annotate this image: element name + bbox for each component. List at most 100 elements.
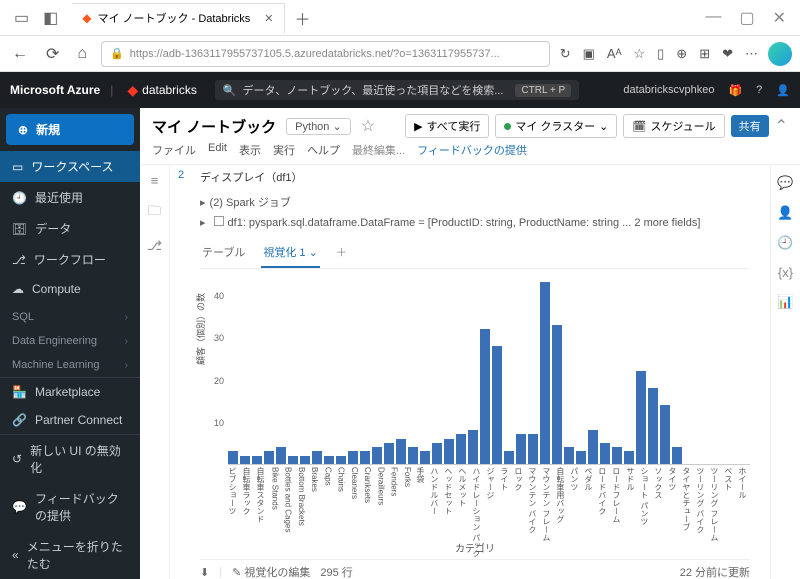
sidebar-item-workflow[interactable]: ⎇ワークフロー [0,244,140,275]
dataframe-row[interactable]: ▸df1: pyspark.sql.dataframe.DataFrame = … [200,213,750,232]
schedule-button[interactable]: 🗓 スケジュール [623,114,724,138]
bar[interactable] [624,451,634,464]
sidebar-item-marketplace[interactable]: 🏪Marketplace [0,378,140,406]
bar[interactable] [492,346,502,464]
bar[interactable] [576,451,586,464]
sidebar-item-compute[interactable]: ☁Compute [0,275,140,303]
bar[interactable] [276,447,286,464]
bar[interactable] [552,325,562,464]
browser-tab[interactable]: ◆ マイ ノートブック - Databricks ✕ [72,3,284,33]
sidebar-collapse[interactable]: «メニューを折りたたむ [0,531,140,579]
workspace-name[interactable]: databrickscvphkeo [623,84,714,96]
bar[interactable] [252,456,262,464]
maximize-icon[interactable]: ▢ [739,8,754,28]
ext-icon[interactable]: ⊞ [699,46,710,62]
bar[interactable] [504,451,514,464]
menu-edit[interactable]: Edit [208,142,227,158]
sidebar-disable-ui[interactable]: ↺新しい UI の無効化 [0,435,140,483]
favorite-icon[interactable]: ☆ [361,116,375,136]
add-tab-button[interactable]: ＋ [334,238,349,268]
bar[interactable] [348,451,358,464]
sidebar-item-ml[interactable]: Machine Learning› [0,351,140,375]
bar[interactable] [636,371,646,464]
global-search[interactable]: 🔍 データ、ノートブック、最近使った項目などを検索... CTRL + P [215,80,579,100]
branch-icon[interactable]: ⎇ [147,238,162,254]
gift-icon[interactable]: 🎁 [728,84,742,97]
expand-icon[interactable]: ⌃ [775,116,788,136]
sidebar-feedback[interactable]: 💬フィードバックの提供 [0,483,140,531]
sidebar-item-sql[interactable]: SQL› [0,303,140,327]
menu-view[interactable]: 表示 [239,142,261,158]
address-bar[interactable]: 🔒 https://adb-1363117955737105.5.azureda… [101,41,550,67]
menu-file[interactable]: ファイル [152,142,196,158]
new-tab-button[interactable]: ＋ [285,6,321,30]
close-window-icon[interactable]: ✕ [773,8,786,28]
new-button[interactable]: ⊕新規 [6,114,134,145]
back-button[interactable]: ← [8,43,32,65]
edit-viz-button[interactable]: ✎ 視覚化の編集 [232,564,310,579]
bar[interactable] [600,443,610,464]
refresh-button[interactable]: ⟳ [42,42,63,66]
minimize-icon[interactable]: — [705,8,721,28]
bar[interactable] [540,282,550,464]
tab-group-icon[interactable]: ▭ [14,8,29,28]
bar[interactable] [384,443,394,464]
bar[interactable] [468,430,478,464]
collection-icon[interactable]: ⊕ [676,46,687,62]
cluster-selector[interactable]: マイ クラスター ⌄ [495,114,617,138]
download-icon[interactable]: ⬇ [200,566,209,579]
notebook-title[interactable]: マイ ノートブック [152,116,276,137]
menu-help[interactable]: ヘルプ [307,142,340,158]
heart-icon[interactable]: ❤ [722,46,733,62]
star-icon[interactable]: ☆ [633,46,645,62]
bar[interactable] [660,405,670,464]
user-icon[interactable]: 👤 [776,84,790,97]
spark-jobs-row[interactable]: ▸(2) Spark ジョブ [200,191,750,213]
bar[interactable] [228,451,238,464]
sync-icon[interactable]: ↻ [560,46,571,62]
bing-icon[interactable] [768,42,792,66]
bar[interactable] [396,439,406,464]
help-icon[interactable]: ? [756,84,762,96]
sidebar-item-workspace[interactable]: ▭ワークスペース [0,151,140,182]
bar[interactable] [456,434,466,464]
home-button[interactable]: ⌂ [73,43,91,65]
sidebar-item-partner[interactable]: 🔗Partner Connect [0,406,140,434]
more-icon[interactable]: ⋯ [745,46,758,62]
folder-icon[interactable]: 🗀 [148,202,161,224]
bar[interactable] [300,456,310,464]
sidebar-toggle-icon[interactable]: ◧ [43,8,58,28]
comments-icon[interactable]: 💬 [777,175,793,191]
bar[interactable] [480,329,490,464]
bar[interactable] [420,451,430,464]
bar[interactable] [588,430,598,464]
variables-icon[interactable]: {x} [778,265,793,280]
bar[interactable] [312,451,322,464]
close-tab-icon[interactable]: ✕ [264,12,273,25]
split-icon[interactable]: ▯ [657,46,664,62]
share-button[interactable]: 共有 [731,115,769,137]
sidebar-item-data[interactable]: 🗄データ [0,213,140,244]
bar[interactable] [648,388,658,464]
bar[interactable] [444,439,454,464]
bar[interactable] [612,447,622,464]
run-all-button[interactable]: ▶ すべて実行 [405,114,489,138]
bar[interactable] [240,456,250,464]
bar[interactable] [564,447,574,464]
bar[interactable] [672,447,682,464]
sidebar-item-de[interactable]: Data Engineering› [0,327,140,351]
history-icon[interactable]: 🕘 [777,235,793,251]
feedback-link[interactable]: フィードバックの提供 [417,142,527,158]
sidebar-item-recent[interactable]: 🕘最近使用 [0,182,140,213]
menu-run[interactable]: 実行 [273,142,295,158]
read-icon[interactable]: ▣ [583,46,595,62]
bar[interactable] [324,456,334,464]
tab-visualization[interactable]: 視覚化 1 ⌄ [261,238,319,268]
bar[interactable] [288,456,298,464]
bar[interactable] [360,451,370,464]
tab-table[interactable]: テーブル [200,238,247,268]
metrics-icon[interactable]: 📊 [777,294,793,310]
user-icon[interactable]: 👤 [777,205,793,221]
language-selector[interactable]: Python ⌄ [286,118,351,135]
aa-icon[interactable]: Aᴬ [607,46,622,62]
